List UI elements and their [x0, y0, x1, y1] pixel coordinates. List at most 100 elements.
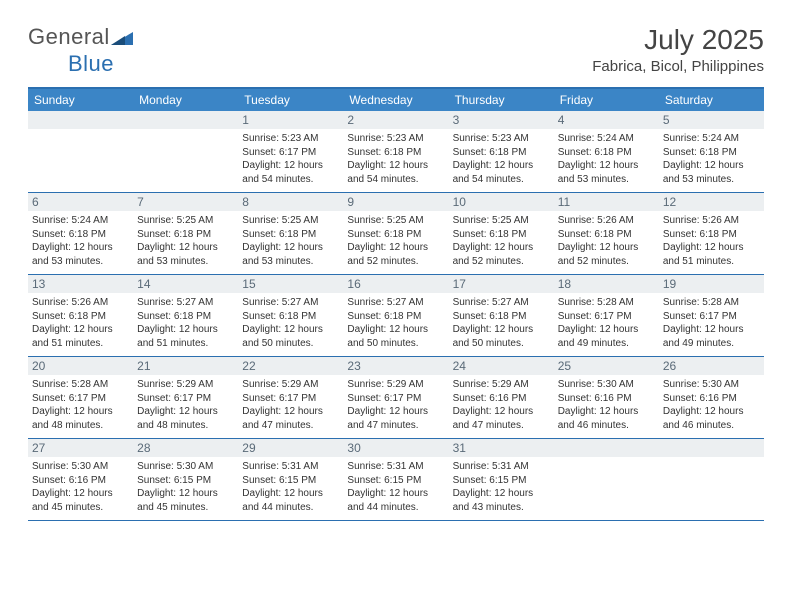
- weekday-header-row: SundayMondayTuesdayWednesdayThursdayFrid…: [28, 89, 764, 111]
- day-details: Sunrise: 5:29 AMSunset: 6:17 PMDaylight:…: [242, 378, 339, 432]
- day-number: 24: [449, 357, 554, 375]
- day-details: Sunrise: 5:25 AMSunset: 6:18 PMDaylight:…: [347, 214, 444, 268]
- day-number: 26: [659, 357, 764, 375]
- day-details: Sunrise: 5:30 AMSunset: 6:16 PMDaylight:…: [558, 378, 655, 432]
- day-number: 8: [238, 193, 343, 211]
- day-cell: 12 Sunrise: 5:26 AMSunset: 6:18 PMDayligh…: [659, 193, 764, 274]
- day-cell: 17 Sunrise: 5:27 AMSunset: 6:18 PMDayligh…: [449, 275, 554, 356]
- day-cell: 22Sunrise: 5:29 AMSunset: 6:17 PMDayligh…: [238, 357, 343, 438]
- day-details: Sunrise: 5:25 AMSunset: 6:18 PMDaylight:…: [453, 214, 550, 268]
- title-block: July 2025 Fabrica, Bicol, Philippines: [592, 24, 764, 75]
- logo-triangle-icon: [111, 25, 133, 51]
- day-details: Sunrise: 5:31 AMSunset: 6:15 PMDaylight:…: [347, 460, 444, 514]
- day-number: 5: [659, 111, 764, 129]
- day-cell: 15 Sunrise: 5:27 AMSunset: 6:18 PMDayligh…: [238, 275, 343, 356]
- day-number: 17: [449, 275, 554, 293]
- day-cell: 20 Sunrise: 5:28 AMSunset: 6:17 PMDayligh…: [28, 357, 133, 438]
- weekday-header: Thursday: [449, 89, 554, 111]
- day-number: 2: [343, 111, 448, 129]
- day-details: Sunrise: 5:26 AMSunset: 6:18 PMDaylight:…: [558, 214, 655, 268]
- day-number: 23: [343, 357, 448, 375]
- day-details: Sunrise: 5:25 AMSunset: 6:18 PMDaylight:…: [137, 214, 234, 268]
- day-number: 13: [28, 275, 133, 293]
- week-row: 6 Sunrise: 5:24 AMSunset: 6:18 PMDaylight…: [28, 193, 764, 275]
- day-details: Sunrise: 5:28 AMSunset: 6:17 PMDaylight:…: [663, 296, 760, 350]
- day-cell: 1 Sunrise: 5:23 AMSunset: 6:17 PMDaylight…: [238, 111, 343, 192]
- day-number: 6: [28, 193, 133, 211]
- day-cell: 30 Sunrise: 5:31 AMSunset: 6:15 PMDayligh…: [343, 439, 448, 520]
- day-details: Sunrise: 5:23 AMSunset: 6:18 PMDaylight:…: [347, 132, 444, 186]
- weekday-header: Wednesday: [343, 89, 448, 111]
- day-number: 25: [554, 357, 659, 375]
- day-cell: 7 Sunrise: 5:25 AMSunset: 6:18 PMDaylight…: [133, 193, 238, 274]
- day-number: 14: [133, 275, 238, 293]
- day-cell: 2 Sunrise: 5:23 AMSunset: 6:18 PMDaylight…: [343, 111, 448, 192]
- day-number: 28: [133, 439, 238, 457]
- day-number: 1: [238, 111, 343, 129]
- calendar: SundayMondayTuesdayWednesdayThursdayFrid…: [28, 87, 764, 521]
- day-number: 27: [28, 439, 133, 457]
- day-details: Sunrise: 5:29 AMSunset: 6:16 PMDaylight:…: [453, 378, 550, 432]
- day-number: 12: [659, 193, 764, 211]
- day-number: [133, 111, 238, 129]
- day-details: Sunrise: 5:23 AMSunset: 6:18 PMDaylight:…: [453, 132, 550, 186]
- day-details: Sunrise: 5:30 AMSunset: 6:16 PMDaylight:…: [32, 460, 129, 514]
- day-details: Sunrise: 5:29 AMSunset: 6:17 PMDaylight:…: [347, 378, 444, 432]
- weekday-header: Monday: [133, 89, 238, 111]
- day-details: Sunrise: 5:26 AMSunset: 6:18 PMDaylight:…: [663, 214, 760, 268]
- day-details: Sunrise: 5:29 AMSunset: 6:17 PMDaylight:…: [137, 378, 234, 432]
- day-number: 10: [449, 193, 554, 211]
- day-cell: 16 Sunrise: 5:27 AMSunset: 6:18 PMDayligh…: [343, 275, 448, 356]
- week-row: 27 Sunrise: 5:30 AMSunset: 6:16 PMDayligh…: [28, 439, 764, 521]
- day-cell: 29Sunrise: 5:31 AMSunset: 6:15 PMDayligh…: [238, 439, 343, 520]
- day-cell: 5 Sunrise: 5:24 AMSunset: 6:18 PMDaylight…: [659, 111, 764, 192]
- day-details: Sunrise: 5:24 AMSunset: 6:18 PMDaylight:…: [663, 132, 760, 186]
- day-details: Sunrise: 5:27 AMSunset: 6:18 PMDaylight:…: [242, 296, 339, 350]
- day-cell: 21Sunrise: 5:29 AMSunset: 6:17 PMDayligh…: [133, 357, 238, 438]
- day-cell: [133, 111, 238, 192]
- day-cell: 3Sunrise: 5:23 AMSunset: 6:18 PMDaylight…: [449, 111, 554, 192]
- day-details: Sunrise: 5:28 AMSunset: 6:17 PMDaylight:…: [32, 378, 129, 432]
- day-cell: 25 Sunrise: 5:30 AMSunset: 6:16 PMDayligh…: [554, 357, 659, 438]
- day-details: Sunrise: 5:23 AMSunset: 6:17 PMDaylight:…: [242, 132, 339, 186]
- day-number: 19: [659, 275, 764, 293]
- weekday-header: Sunday: [28, 89, 133, 111]
- day-cell: 6 Sunrise: 5:24 AMSunset: 6:18 PMDaylight…: [28, 193, 133, 274]
- day-details: Sunrise: 5:24 AMSunset: 6:18 PMDaylight:…: [32, 214, 129, 268]
- logo-primary: General: [28, 24, 110, 49]
- day-cell: 27 Sunrise: 5:30 AMSunset: 6:16 PMDayligh…: [28, 439, 133, 520]
- day-cell: 8 Sunrise: 5:25 AMSunset: 6:18 PMDaylight…: [238, 193, 343, 274]
- day-details: Sunrise: 5:30 AMSunset: 6:15 PMDaylight:…: [137, 460, 234, 514]
- day-number: 4: [554, 111, 659, 129]
- day-details: Sunrise: 5:31 AMSunset: 6:15 PMDaylight:…: [453, 460, 550, 514]
- day-cell: 28 Sunrise: 5:30 AMSunset: 6:15 PMDayligh…: [133, 439, 238, 520]
- day-cell: 26Sunrise: 5:30 AMSunset: 6:16 PMDayligh…: [659, 357, 764, 438]
- day-cell: 24 Sunrise: 5:29 AMSunset: 6:16 PMDayligh…: [449, 357, 554, 438]
- day-number: 20: [28, 357, 133, 375]
- day-number: 18: [554, 275, 659, 293]
- week-row: 20 Sunrise: 5:28 AMSunset: 6:17 PMDayligh…: [28, 357, 764, 439]
- location: Fabrica, Bicol, Philippines: [592, 58, 764, 75]
- day-number: 15: [238, 275, 343, 293]
- day-cell: 11Sunrise: 5:26 AMSunset: 6:18 PMDayligh…: [554, 193, 659, 274]
- logo: General Blue: [28, 24, 134, 77]
- weekday-header: Saturday: [659, 89, 764, 111]
- day-cell: 10 Sunrise: 5:25 AMSunset: 6:18 PMDayligh…: [449, 193, 554, 274]
- day-cell: 31Sunrise: 5:31 AMSunset: 6:15 PMDayligh…: [449, 439, 554, 520]
- day-details: Sunrise: 5:31 AMSunset: 6:15 PMDaylight:…: [242, 460, 339, 514]
- day-details: Sunrise: 5:25 AMSunset: 6:18 PMDaylight:…: [242, 214, 339, 268]
- day-number: [659, 439, 764, 457]
- day-cell: [554, 439, 659, 520]
- day-cell: 13Sunrise: 5:26 AMSunset: 6:18 PMDayligh…: [28, 275, 133, 356]
- day-cell: 23 Sunrise: 5:29 AMSunset: 6:17 PMDayligh…: [343, 357, 448, 438]
- logo-secondary: Blue: [68, 51, 114, 76]
- day-number: 9: [343, 193, 448, 211]
- day-number: 16: [343, 275, 448, 293]
- day-number: 30: [343, 439, 448, 457]
- weekday-header: Tuesday: [238, 89, 343, 111]
- day-details: Sunrise: 5:27 AMSunset: 6:18 PMDaylight:…: [347, 296, 444, 350]
- day-details: Sunrise: 5:27 AMSunset: 6:18 PMDaylight:…: [453, 296, 550, 350]
- day-number: 7: [133, 193, 238, 211]
- day-cell: 9 Sunrise: 5:25 AMSunset: 6:18 PMDaylight…: [343, 193, 448, 274]
- day-cell: [659, 439, 764, 520]
